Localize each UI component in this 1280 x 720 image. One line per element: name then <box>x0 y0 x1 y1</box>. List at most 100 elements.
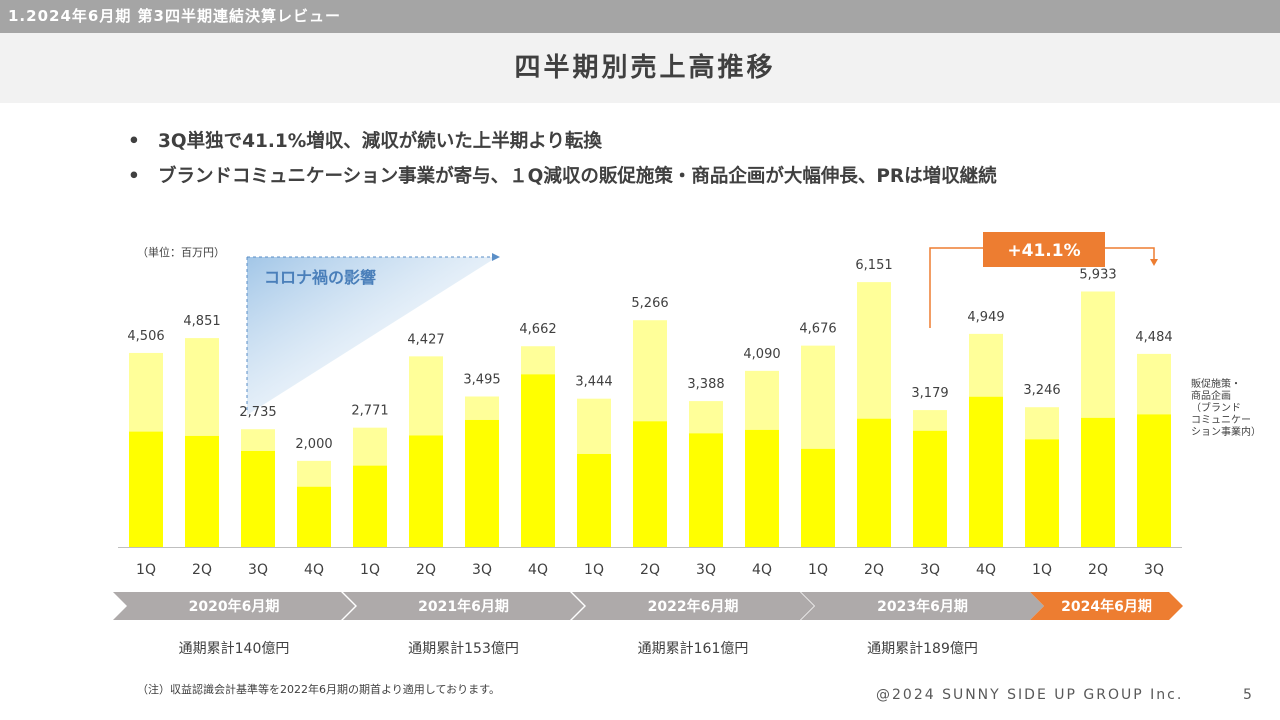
tick-labels: 1Q 2Q 3Q 4Q 1Q 2Q 3Q 4Q 1Q 2Q 3Q 4Q 1Q 2Q 3Q 4Q 1Q 2Q 3Q <box>136 562 1164 578</box>
bar-upper-segment <box>409 356 443 436</box>
fiscal-year-chevron <box>801 592 1044 620</box>
fiscal-year-label: 2021年6月期 <box>418 598 509 615</box>
x-tick-label: 1Q <box>808 562 828 578</box>
fiscal-year-label: 2024年6月期 <box>1061 598 1152 615</box>
bar-lower-segment <box>633 421 667 547</box>
footnote: （注）収益認識会計基準等を2022年6月期の期首より適用しております。 <box>137 683 501 696</box>
bar-total-label: 4,427 <box>407 332 444 347</box>
bar-total-label: 4,851 <box>183 314 220 329</box>
x-tick-label: 2Q <box>1088 562 1108 578</box>
bar-lower-segment <box>465 419 499 547</box>
bar-upper-segment <box>577 398 611 454</box>
covid-gradient-area <box>247 257 497 415</box>
x-tick-label: 4Q <box>304 562 324 578</box>
fiscal-year-label: 2020年6月期 <box>189 598 280 615</box>
series-note-line: （ブランド <box>1191 401 1241 414</box>
page-title: 四半期別売上高推移 <box>514 53 776 83</box>
bar-total-label: 4,949 <box>967 310 1004 325</box>
bar-upper-segment <box>185 338 219 436</box>
x-tick-label: 2Q <box>416 562 436 578</box>
x-tick-label: 3Q <box>1144 562 1164 578</box>
bar-upper-segment <box>241 429 275 451</box>
bar-upper-segment <box>1081 291 1115 418</box>
series-note-line: 商品企画 <box>1191 389 1231 402</box>
growth-arrow-head <box>1150 259 1158 266</box>
bar-lower-segment <box>185 435 219 547</box>
bar-total-label: 2,000 <box>295 437 332 452</box>
bar-total-label: 5,933 <box>1079 267 1116 282</box>
bar-total-label: 2,771 <box>351 404 388 419</box>
bar-lower-segment <box>297 486 331 547</box>
bar-upper-segment <box>633 320 667 422</box>
bar-lower-segment <box>521 374 555 547</box>
bar-lower-segment <box>689 433 723 547</box>
bar-total-label: 3,444 <box>575 375 612 390</box>
x-tick-label: 3Q <box>472 562 492 578</box>
x-tick-label: 1Q <box>1032 562 1052 578</box>
fiscal-year-chevron <box>343 592 584 620</box>
bar-total-label: 6,151 <box>855 258 892 273</box>
bar-lower-segment <box>801 448 835 547</box>
x-tick-label: 4Q <box>528 562 548 578</box>
covid-label: コロナ禍の影響 <box>264 268 376 287</box>
fiscal-year-total: 通期累計140億円 <box>179 641 290 657</box>
fiscal-year-chevron <box>1030 592 1183 620</box>
bullet-dot: • <box>128 131 140 152</box>
growth-connector-left <box>929 247 983 328</box>
bar-lower-segment <box>1025 439 1059 547</box>
bar-total-label: 4,506 <box>127 329 164 344</box>
page-number: 5 <box>1243 687 1252 703</box>
fiscal-year-total: 通期累計161億円 <box>638 641 749 657</box>
bar-upper-segment <box>913 410 947 431</box>
bar-lower-segment <box>241 450 275 547</box>
unit-label: （単位：百万円） <box>137 245 225 259</box>
growth-connector-right <box>1105 247 1155 260</box>
covid-annotation: コロナ禍の影響 <box>246 253 500 415</box>
bullet-item: • 3Q単独で41.1%増収、減収が続いた上半期より転換 <box>128 127 602 153</box>
fiscal-year-label: 2023年6月期 <box>877 598 968 615</box>
bar-upper-segment <box>297 460 331 487</box>
growth-label: +41.1% <box>1007 241 1080 261</box>
x-tick-label: 3Q <box>248 562 268 578</box>
copyright: @2024 SUNNY SIDE UP GROUP Inc. <box>876 687 1184 703</box>
x-tick-label: 4Q <box>752 562 772 578</box>
bar-total-label: 2,735 <box>239 405 276 420</box>
bar-lower-segment <box>745 429 779 547</box>
bar-upper-segment <box>465 396 499 420</box>
bullet-text: ブランドコミュニケーション事業が寄与、１Q減収の販促施策・商品企画が大幅伸長、P… <box>158 166 997 187</box>
bar-upper-segment <box>857 282 891 419</box>
bullet-item: • ブランドコミュニケーション事業が寄与、１Q減収の販促施策・商品企画が大幅伸長、… <box>128 162 997 188</box>
fiscal-year-total: 通期累計153億円 <box>408 641 519 657</box>
series-note-line: コミュニケー <box>1191 414 1251 426</box>
bar-upper-segment <box>689 401 723 434</box>
bar-total-label: 3,388 <box>687 377 724 392</box>
bar-total-label: 4,484 <box>1135 330 1172 345</box>
bar-total-label: 3,179 <box>911 386 948 401</box>
bar-lower-segment <box>577 453 611 547</box>
bar-total-label: 5,266 <box>631 296 668 311</box>
bar-upper-segment <box>129 352 163 432</box>
bullet-text: 3Q単独で41.1%増収、減収が続いた上半期より転換 <box>158 131 602 152</box>
bar-lower-segment <box>409 435 443 547</box>
series-note-line: ション事業内） <box>1191 425 1261 438</box>
bar-total-label: 4,676 <box>799 322 836 337</box>
bar-upper-segment <box>353 427 387 466</box>
bars-layer: 4,506 4,851 2,735 2,000 2,771 4,427 3,495 4,662… <box>127 258 1173 547</box>
bar-lower-segment <box>969 396 1003 547</box>
x-tick-label: 2Q <box>192 562 212 578</box>
fiscal-year-total: 通期累計189億円 <box>867 641 978 657</box>
fiscal-year-label: 2022年6月期 <box>648 598 739 615</box>
bar-lower-segment <box>1137 414 1171 547</box>
bar-upper-segment <box>1137 353 1171 415</box>
bullet-dot: • <box>128 166 140 187</box>
x-tick-label: 2Q <box>864 562 884 578</box>
fiscal-year-chevron <box>113 592 355 620</box>
bar-total-label: 3,246 <box>1023 383 1060 398</box>
growth-annotation: +41.1% <box>929 232 1158 328</box>
x-tick-label: 2Q <box>640 562 660 578</box>
bar-upper-segment <box>969 333 1003 397</box>
bar-lower-segment <box>1081 417 1115 547</box>
bar-upper-segment <box>801 345 835 449</box>
